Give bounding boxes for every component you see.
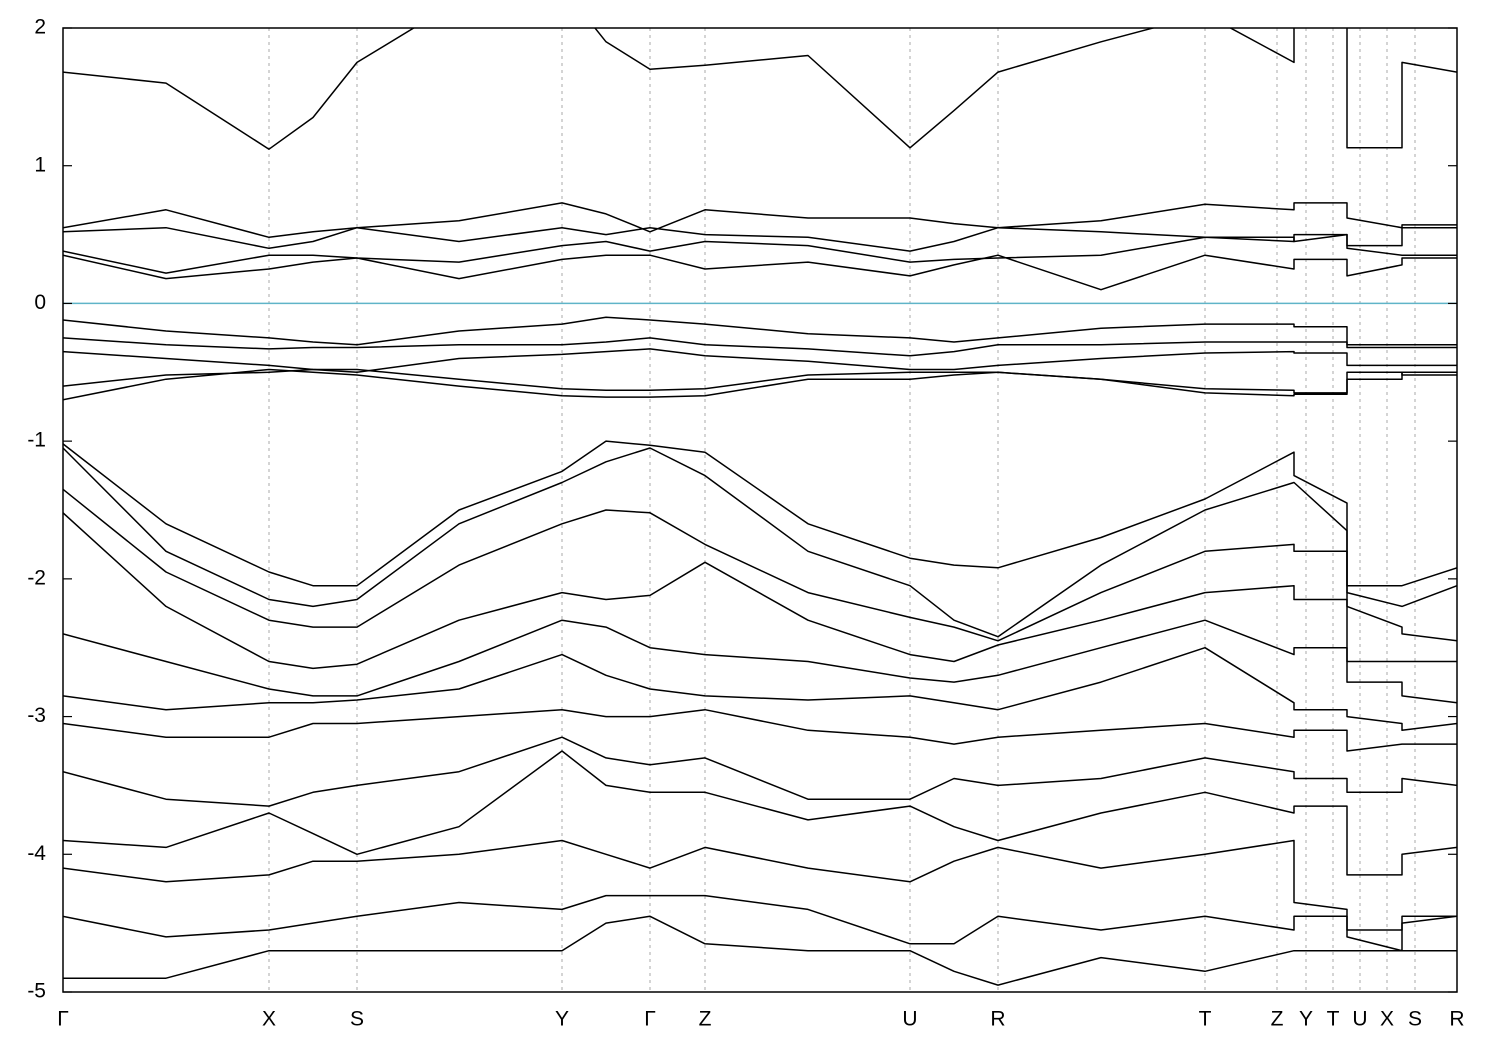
x-tick-label: Y bbox=[555, 1008, 569, 1031]
x-tick-label: S bbox=[1408, 1008, 1422, 1031]
band-line bbox=[63, 894, 1457, 952]
band-line bbox=[63, 488, 1457, 642]
x-tick-label: U bbox=[902, 1008, 917, 1031]
y-tick-label: -1 bbox=[27, 429, 46, 452]
band-line bbox=[63, 915, 1457, 986]
x-tick-label: X bbox=[262, 1008, 276, 1031]
x-tick-label: R bbox=[990, 1008, 1005, 1031]
band-line bbox=[63, 316, 1457, 346]
x-tick-label: T bbox=[1199, 1008, 1212, 1031]
band-line bbox=[63, 619, 1457, 704]
band-line bbox=[63, 202, 1457, 239]
x-tick-label: R bbox=[1449, 1008, 1464, 1031]
band-line bbox=[63, 708, 1457, 752]
x-tick-label: U bbox=[1352, 1008, 1367, 1031]
band-line bbox=[63, 254, 1457, 291]
y-tick-label: 2 bbox=[34, 16, 46, 39]
y-tick-label: -3 bbox=[27, 704, 46, 727]
y-tick-label: -4 bbox=[27, 842, 46, 865]
x-tick-label: Γ bbox=[644, 1008, 656, 1031]
y-tick-label: -5 bbox=[27, 980, 46, 1003]
plot-area bbox=[63, 28, 1457, 986]
band-line bbox=[63, 440, 1457, 587]
band-line bbox=[63, 750, 1457, 876]
y-tick-label: 1 bbox=[34, 153, 46, 176]
band-line bbox=[63, 233, 1457, 274]
band-line bbox=[63, 646, 1457, 732]
y-tick-label: -2 bbox=[27, 566, 46, 589]
band-line bbox=[63, 368, 1457, 401]
band-line bbox=[63, 512, 1457, 670]
band-line bbox=[63, 447, 1457, 638]
x-tick-label: T bbox=[1327, 1008, 1340, 1031]
x-tick-label: X bbox=[1380, 1008, 1394, 1031]
x-tick-label: S bbox=[350, 1008, 364, 1031]
x-tick-label: Z bbox=[1271, 1008, 1284, 1031]
plot-frame bbox=[62, 27, 1458, 993]
band-line bbox=[63, 736, 1457, 807]
band-line bbox=[63, 28, 1457, 150]
band-line bbox=[63, 337, 1457, 357]
x-tick-label: Z bbox=[699, 1008, 712, 1031]
band-line bbox=[63, 348, 1457, 374]
x-tick-label: Γ bbox=[57, 1008, 69, 1031]
y-tick-label: 0 bbox=[34, 291, 46, 314]
x-tick-label: Y bbox=[1299, 1008, 1313, 1031]
